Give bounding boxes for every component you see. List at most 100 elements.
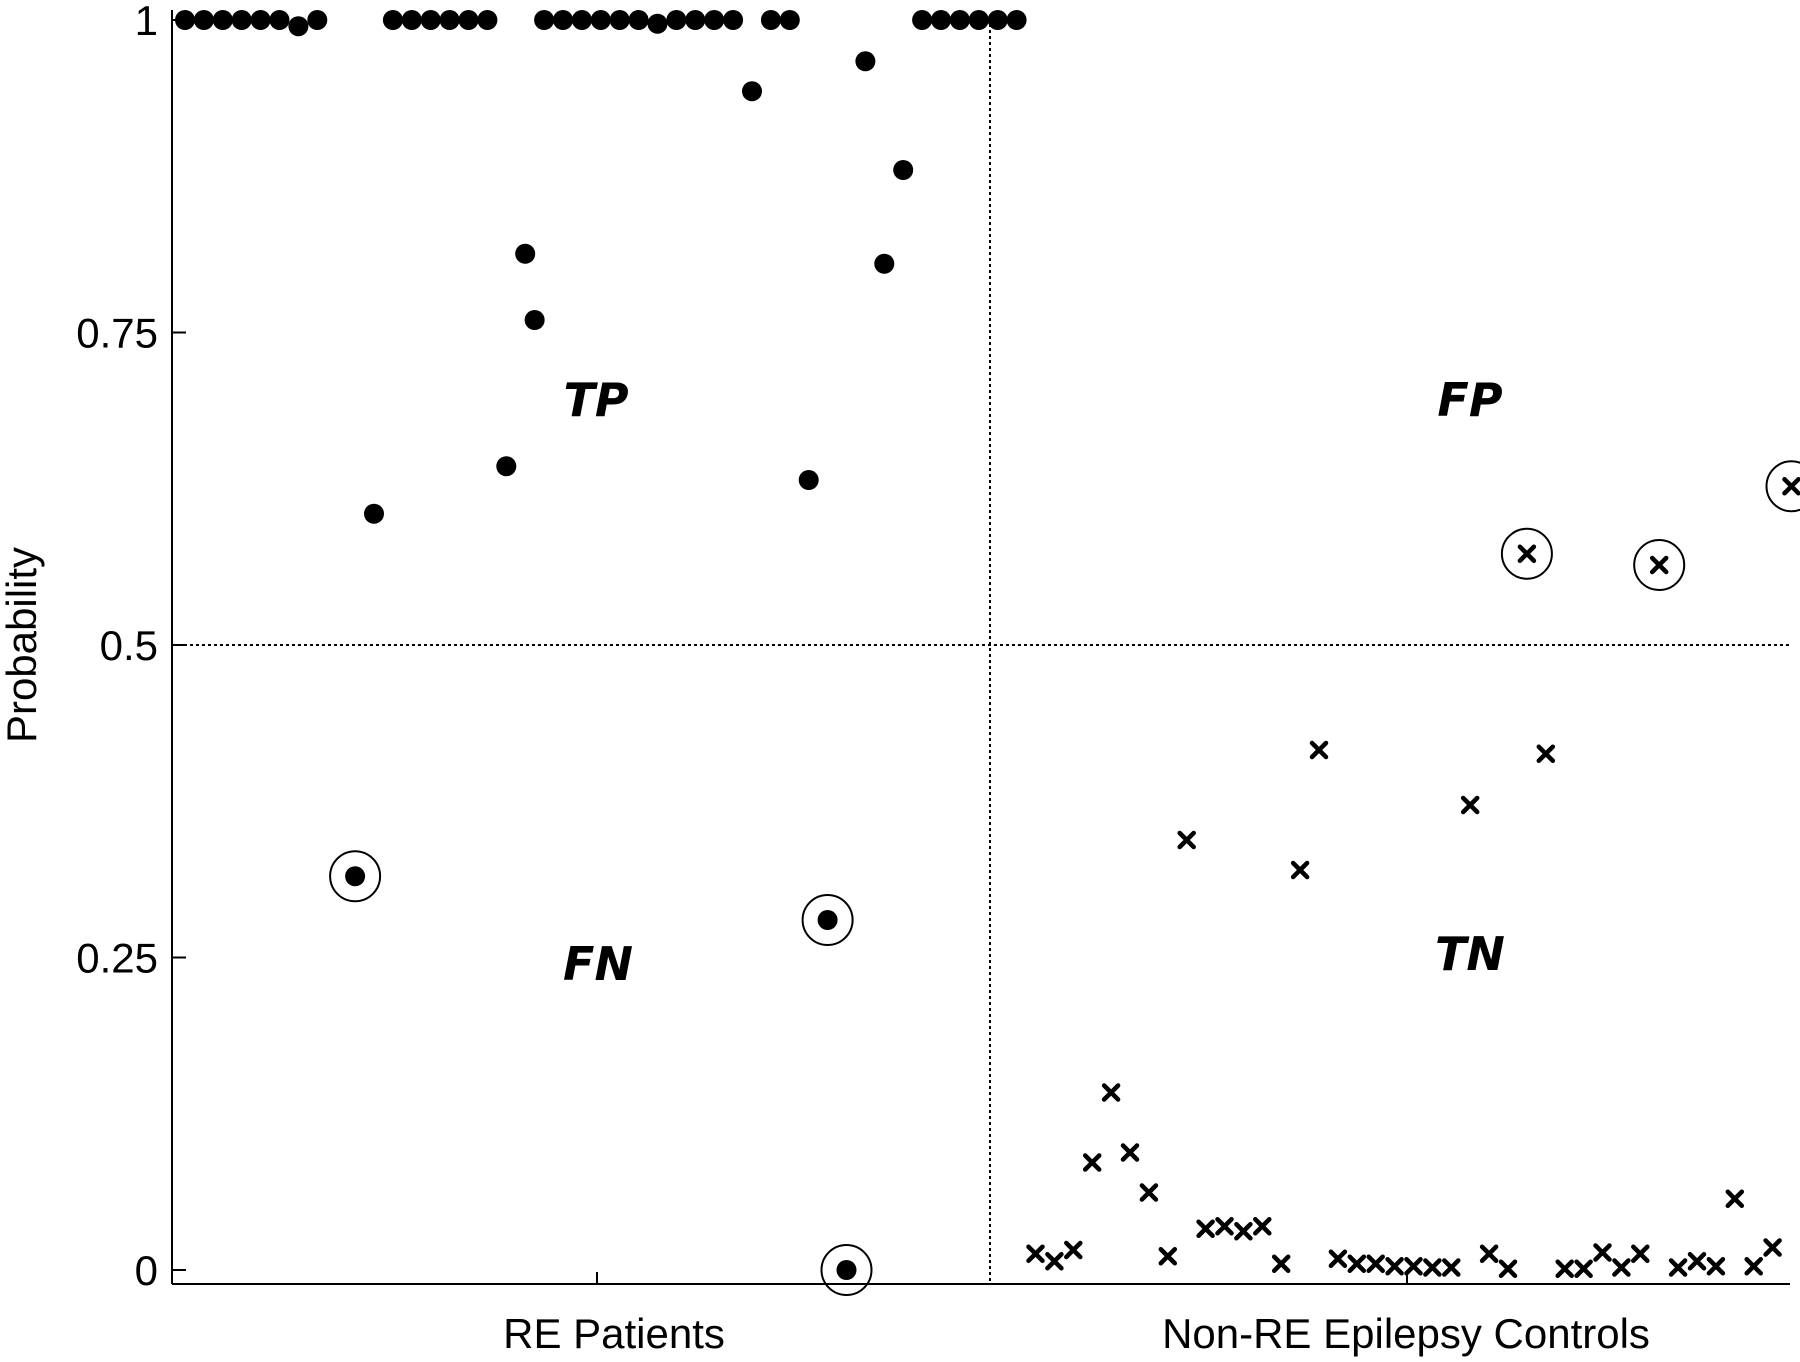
re-patient-point [931, 10, 951, 30]
misclassified-ring [820, 1244, 873, 1296]
re-patient-point [364, 503, 384, 524]
control-point [1366, 1254, 1385, 1273]
re-patient-point [515, 243, 536, 264]
control-point [1064, 1240, 1083, 1260]
control-point [1536, 744, 1556, 763]
misclassified-ring [1633, 539, 1686, 591]
re-patient-point [382, 10, 403, 30]
control-point [1555, 1259, 1574, 1278]
control-point [1120, 1143, 1140, 1162]
data-points [175, 10, 1800, 1296]
control-point [1328, 1249, 1348, 1268]
re-patient-point [704, 10, 725, 30]
re-patient-point [477, 10, 498, 30]
re-patient-point [855, 51, 876, 72]
re-patient-point [685, 10, 706, 30]
quadrant-label-fp: FP [1437, 373, 1502, 427]
control-point [1479, 1244, 1499, 1263]
re-patient-point [666, 10, 687, 30]
re-patient-point [193, 10, 214, 30]
re-patient-point [647, 13, 668, 34]
re-patient-point [874, 253, 895, 274]
x-tick-label-re-patients: RE Patients [503, 1310, 725, 1357]
re-patient-point [968, 10, 989, 30]
re-patient-point [949, 10, 970, 30]
re-patient-point [893, 160, 914, 180]
control-point [1442, 1258, 1461, 1277]
control-point [1593, 1243, 1612, 1262]
control-point [1271, 1254, 1291, 1273]
re-patient-point [987, 10, 1008, 30]
re-patient-point [231, 10, 252, 30]
y-tick-label: 0.5 [100, 622, 158, 669]
control-point [1498, 1259, 1518, 1278]
control-point [1782, 477, 1800, 496]
re-patient-point [534, 10, 555, 30]
x-tick-label-controls: Non-RE Epilepsy Controls [1162, 1310, 1650, 1357]
control-point [1347, 1254, 1367, 1273]
quadrant-label-tn: TN [1435, 927, 1505, 981]
control-point [1763, 1238, 1782, 1257]
control-point [1309, 740, 1329, 760]
re-patient-point [742, 81, 762, 102]
re-patient-point [496, 456, 517, 477]
re-patient-point [420, 10, 441, 30]
control-point [1631, 1244, 1650, 1263]
control-point [1423, 1258, 1442, 1277]
re-patient-point [590, 10, 611, 30]
re-patient-point [912, 10, 933, 30]
control-point [1687, 1252, 1707, 1271]
y-ticks [172, 19, 186, 1271]
re-patient-point [779, 10, 800, 30]
re-patient-point [723, 10, 744, 30]
re-patient-point [212, 10, 233, 30]
control-point [1404, 1257, 1423, 1276]
control-point [1215, 1217, 1234, 1236]
y-tick-labels: 0 0.25 0.5 0.75 1 [76, 0, 158, 1294]
y-tick-label: 0.25 [76, 935, 158, 982]
control-point [1196, 1219, 1215, 1238]
re-patient-point [817, 910, 838, 930]
y-tick-label: 0.75 [76, 310, 158, 357]
re-patient-point [524, 310, 545, 330]
control-point [1668, 1258, 1688, 1277]
control-point [1574, 1259, 1593, 1278]
misclassified-ring [1765, 460, 1800, 513]
re-patient-point [553, 10, 573, 30]
control-point [1517, 544, 1537, 563]
re-patient-point [439, 10, 460, 30]
control-point [1253, 1217, 1272, 1236]
control-point [1234, 1222, 1253, 1241]
quadrant-labels: TP FP FN TN [563, 373, 1505, 991]
control-point [1045, 1252, 1064, 1271]
quadrant-label-fn: FN [563, 937, 633, 991]
re-patient-point [269, 10, 290, 30]
control-point [1177, 830, 1196, 850]
control-point [1101, 1083, 1121, 1102]
control-point [1026, 1244, 1045, 1263]
control-point [1139, 1183, 1159, 1202]
control-point [1725, 1189, 1745, 1208]
quadrant-label-tp: TP [563, 373, 628, 427]
re-patient-point [798, 470, 819, 490]
control-point [1290, 860, 1310, 880]
control-point [1612, 1258, 1631, 1277]
control-point [1460, 795, 1480, 815]
misclassified-ring [329, 850, 382, 903]
re-patient-point [307, 10, 328, 30]
re-patient-point [628, 10, 649, 30]
control-point [1649, 555, 1669, 575]
control-point [1706, 1257, 1726, 1276]
x-tick-labels: RE Patients Non-RE Epilepsy Controls [503, 1310, 1650, 1357]
divider-lines [172, 18, 1790, 1284]
re-patient-point [175, 10, 195, 30]
re-patient-point [288, 16, 309, 37]
re-patient-point [458, 10, 479, 30]
re-patient-point [401, 10, 422, 30]
plot-frame [171, 10, 1790, 1285]
re-patient-point [571, 10, 592, 30]
misclassified-ring [1500, 527, 1553, 580]
control-point [1158, 1247, 1178, 1266]
misclassified-ring [801, 894, 854, 946]
